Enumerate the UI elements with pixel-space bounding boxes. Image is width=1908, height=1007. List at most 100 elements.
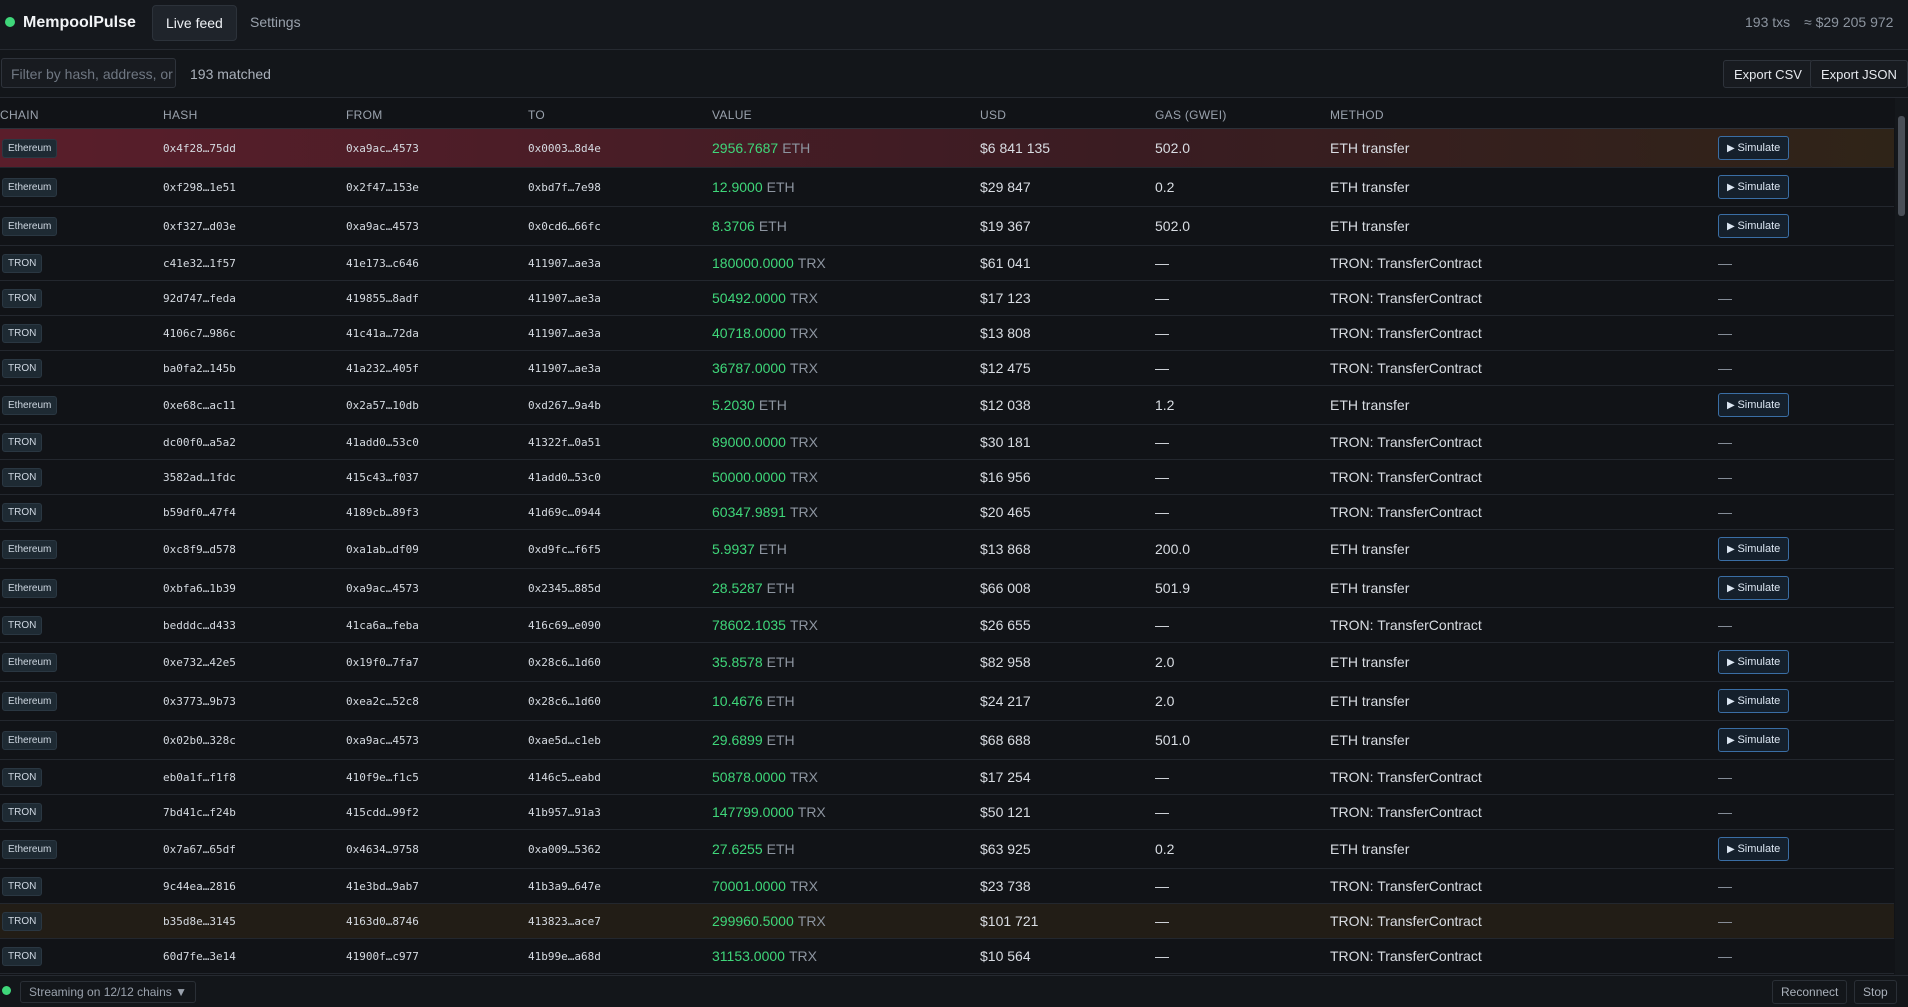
simulate-button[interactable]: Simulate	[1718, 136, 1790, 160]
tx-hash[interactable]: 0xf298…1e51	[163, 180, 236, 194]
to-address[interactable]: 41b99e…a68d	[528, 949, 601, 963]
tx-hash[interactable]: 92d747…feda	[163, 291, 236, 305]
simulate-button[interactable]: Simulate	[1718, 214, 1790, 238]
tx-hash[interactable]: ba0fa2…145b	[163, 361, 236, 375]
tx-hash[interactable]: 60d7fe…3e14	[163, 949, 236, 963]
to-address[interactable]: 0x28c6…1d60	[528, 655, 601, 669]
to-address[interactable]: 0x0cd6…66fc	[528, 219, 601, 233]
to-address[interactable]: 416c69…e090	[528, 618, 601, 632]
stream-status[interactable]: Streaming on 12/12 chains ▼	[20, 981, 196, 1003]
simulate-button[interactable]: Simulate	[1718, 393, 1790, 417]
from-address[interactable]: 41add0…53c0	[346, 435, 419, 449]
footer-button[interactable]: Stop	[1854, 980, 1897, 1004]
from-address[interactable]: 0xa9ac…4573	[346, 141, 419, 155]
to-address[interactable]: 41b3a9…647e	[528, 879, 601, 893]
filter-input[interactable]: Filter by hash, address, or	[1, 58, 176, 88]
tx-hash[interactable]: 0x4f28…75dd	[163, 141, 236, 155]
to-address[interactable]: 411907…ae3a	[528, 256, 601, 270]
tx-hash[interactable]: 0xe732…42e5	[163, 655, 236, 669]
to-address[interactable]: 4146c5…eabd	[528, 770, 601, 784]
simulate-button[interactable]: Simulate	[1718, 728, 1790, 752]
to-address[interactable]: 41b957…91a3	[528, 805, 601, 819]
from-address[interactable]: 0x4634…9758	[346, 842, 419, 856]
from-address[interactable]: 415cdd…99f2	[346, 805, 419, 819]
tx-hash[interactable]: 0x02b0…328c	[163, 733, 236, 747]
tab[interactable]: Settings	[250, 14, 301, 30]
from-address[interactable]: 415c43…f037	[346, 470, 419, 484]
tx-hash[interactable]: b35d8e…3145	[163, 914, 236, 928]
tx-hash[interactable]: 4106c7…986c	[163, 326, 236, 340]
to-address[interactable]: 0xd9fc…f6f5	[528, 542, 601, 556]
tx-hash[interactable]: eb0a1f…f1f8	[163, 770, 236, 784]
to-address[interactable]: 41d69c…0944	[528, 505, 601, 519]
tx-hash[interactable]: bedddc…d433	[163, 618, 236, 632]
to-address[interactable]: 0x0003…8d4e	[528, 141, 601, 155]
tx-hash[interactable]: b59df0…47f4	[163, 505, 236, 519]
from-address[interactable]: 4189cb…89f3	[346, 505, 419, 519]
from-address[interactable]: 0x2f47…153e	[346, 180, 419, 194]
export-button[interactable]: Export CSV	[1723, 60, 1813, 88]
gas: —	[1155, 290, 1169, 306]
from-address[interactable]: 410f9e…f1c5	[346, 770, 419, 784]
to-address[interactable]: 41add0…53c0	[528, 470, 601, 484]
scrollbar[interactable]	[1895, 98, 1908, 975]
simulate-button[interactable]: Simulate	[1718, 175, 1790, 199]
from-address[interactable]: 0x19f0…7fa7	[346, 655, 419, 669]
tx-hash[interactable]: 0xc8f9…d578	[163, 542, 236, 556]
gas: 501.0	[1155, 732, 1191, 748]
scroll-thumb[interactable]	[1898, 116, 1905, 216]
to-address[interactable]: 0x2345…885d	[528, 581, 601, 595]
from-address[interactable]: 0x2a57…10db	[346, 398, 419, 412]
footer-button[interactable]: Reconnect	[1772, 980, 1848, 1004]
method: TRON: TransferContract	[1330, 804, 1482, 820]
amount: 50878.0000	[712, 769, 786, 785]
from-address[interactable]: 41900f…c977	[346, 949, 419, 963]
usd: $101 721	[980, 913, 1039, 929]
to-address[interactable]: 411907…ae3a	[528, 291, 601, 305]
simulate-button[interactable]: Simulate	[1718, 576, 1790, 600]
from-address[interactable]: 0xea2c…52c8	[346, 694, 419, 708]
tx-hash[interactable]: 0x7a67…65df	[163, 842, 236, 856]
to-address[interactable]: 41322f…0a51	[528, 435, 601, 449]
method: ETH transfer	[1330, 179, 1410, 195]
from-address[interactable]: 41a232…405f	[346, 361, 419, 375]
to-address[interactable]: 0xbd7f…7e98	[528, 180, 601, 194]
from-address[interactable]: 41ca6a…feba	[346, 618, 419, 632]
tx-hash[interactable]: 9c44ea…2816	[163, 879, 236, 893]
tx-hash[interactable]: 7bd41c…f24b	[163, 805, 236, 819]
to-address[interactable]: 0xd267…9a4b	[528, 398, 601, 412]
to-address[interactable]: 0xa009…5362	[528, 842, 601, 856]
tx-hash[interactable]: dc00f0…a5a2	[163, 435, 236, 449]
tx-hash[interactable]: 0x3773…9b73	[163, 694, 236, 708]
from-address[interactable]: 4163d0…8746	[346, 914, 419, 928]
tx-hash[interactable]: 3582ad…1fdc	[163, 470, 236, 484]
simulate-button[interactable]: Simulate	[1718, 837, 1790, 861]
tx-hash[interactable]: 0xf327…d03e	[163, 219, 236, 233]
to-address[interactable]: 0x28c6…1d60	[528, 694, 601, 708]
to-address[interactable]: 413823…ace7	[528, 914, 601, 928]
amount: 40718.0000	[712, 325, 786, 341]
tx-hash[interactable]: c41e32…1f57	[163, 256, 236, 270]
export-button[interactable]: Export JSON	[1810, 60, 1908, 88]
from-address[interactable]: 0xa1ab…df09	[346, 542, 419, 556]
tab[interactable]: Live feed	[152, 5, 237, 41]
unit: ETH	[766, 732, 795, 748]
from-address[interactable]: 41e3bd…9ab7	[346, 879, 419, 893]
from-address[interactable]: 419855…8adf	[346, 291, 419, 305]
to-address[interactable]: 0xae5d…c1eb	[528, 733, 601, 747]
from-address[interactable]: 41c41a…72da	[346, 326, 419, 340]
from-address[interactable]: 41e173…c646	[346, 256, 419, 270]
simulate-button[interactable]: Simulate	[1718, 689, 1790, 713]
amount: 2956.7687	[712, 140, 779, 156]
tx-hash[interactable]: 0xe68c…ac11	[163, 398, 236, 412]
from-address[interactable]: 0xa9ac…4573	[346, 581, 419, 595]
from-address[interactable]: 0xa9ac…4573	[346, 219, 419, 233]
from-address[interactable]: 0xa9ac…4573	[346, 733, 419, 747]
simulate-button[interactable]: Simulate	[1718, 537, 1790, 561]
usd: $19 367	[980, 218, 1031, 234]
simulate-button[interactable]: Simulate	[1718, 650, 1790, 674]
to-address[interactable]: 411907…ae3a	[528, 326, 601, 340]
amount: 10.4676	[712, 693, 763, 709]
to-address[interactable]: 411907…ae3a	[528, 361, 601, 375]
tx-hash[interactable]: 0xbfa6…1b39	[163, 581, 236, 595]
